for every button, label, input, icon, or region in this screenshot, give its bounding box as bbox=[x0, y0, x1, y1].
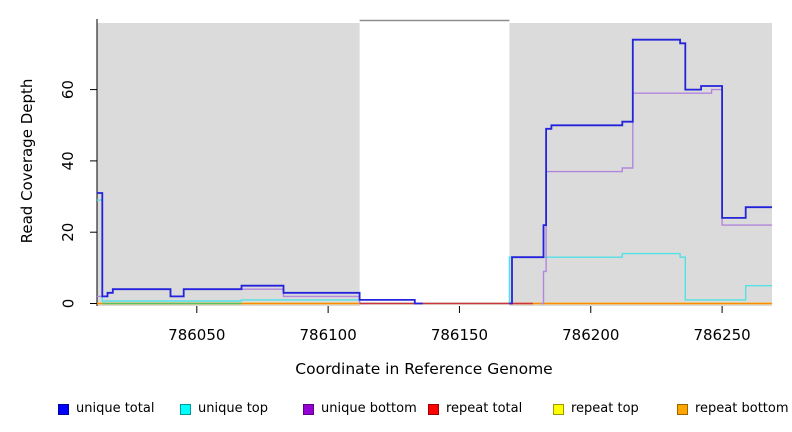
x-tick-label: 786200 bbox=[562, 326, 619, 344]
x-axis-label: Coordinate in Reference Genome bbox=[295, 360, 553, 378]
x-tick-label: 786100 bbox=[299, 326, 356, 344]
legend-label: unique total bbox=[76, 401, 155, 416]
x-tick-label: 786250 bbox=[693, 326, 750, 344]
legend-swatch-icon bbox=[58, 404, 69, 415]
legend-swatch-icon bbox=[677, 404, 688, 415]
legend-label: unique top bbox=[198, 401, 269, 416]
repeat-region-panel bbox=[97, 23, 360, 306]
series-unique-top bbox=[97, 199, 772, 305]
legend-label: repeat bottom bbox=[695, 401, 789, 416]
x-tick-label: 786150 bbox=[431, 326, 488, 344]
y-tick-label: 20 bbox=[59, 223, 77, 242]
legend-swatch-icon bbox=[428, 404, 439, 415]
y-tick-label: 60 bbox=[59, 80, 77, 99]
coverage-chart: 0 20 40 60 786050 786100 786150 786200 786250 bbox=[59, 19, 772, 344]
legend-label: unique bottom bbox=[321, 401, 417, 416]
legend-swatch-icon bbox=[553, 404, 564, 415]
y-tick-label: 0 bbox=[59, 299, 77, 309]
legend-label: repeat top bbox=[571, 401, 639, 416]
legend-label: repeat total bbox=[446, 401, 523, 416]
repeat-region-panel bbox=[509, 23, 772, 306]
legend-swatch-icon bbox=[303, 404, 314, 415]
legend-swatch-icon bbox=[180, 404, 191, 415]
y-tick-label: 40 bbox=[59, 151, 77, 170]
series-unique-total bbox=[97, 38, 772, 305]
x-tick-label: 786050 bbox=[168, 326, 225, 344]
y-axis-label: Read Coverage Depth bbox=[18, 78, 36, 244]
